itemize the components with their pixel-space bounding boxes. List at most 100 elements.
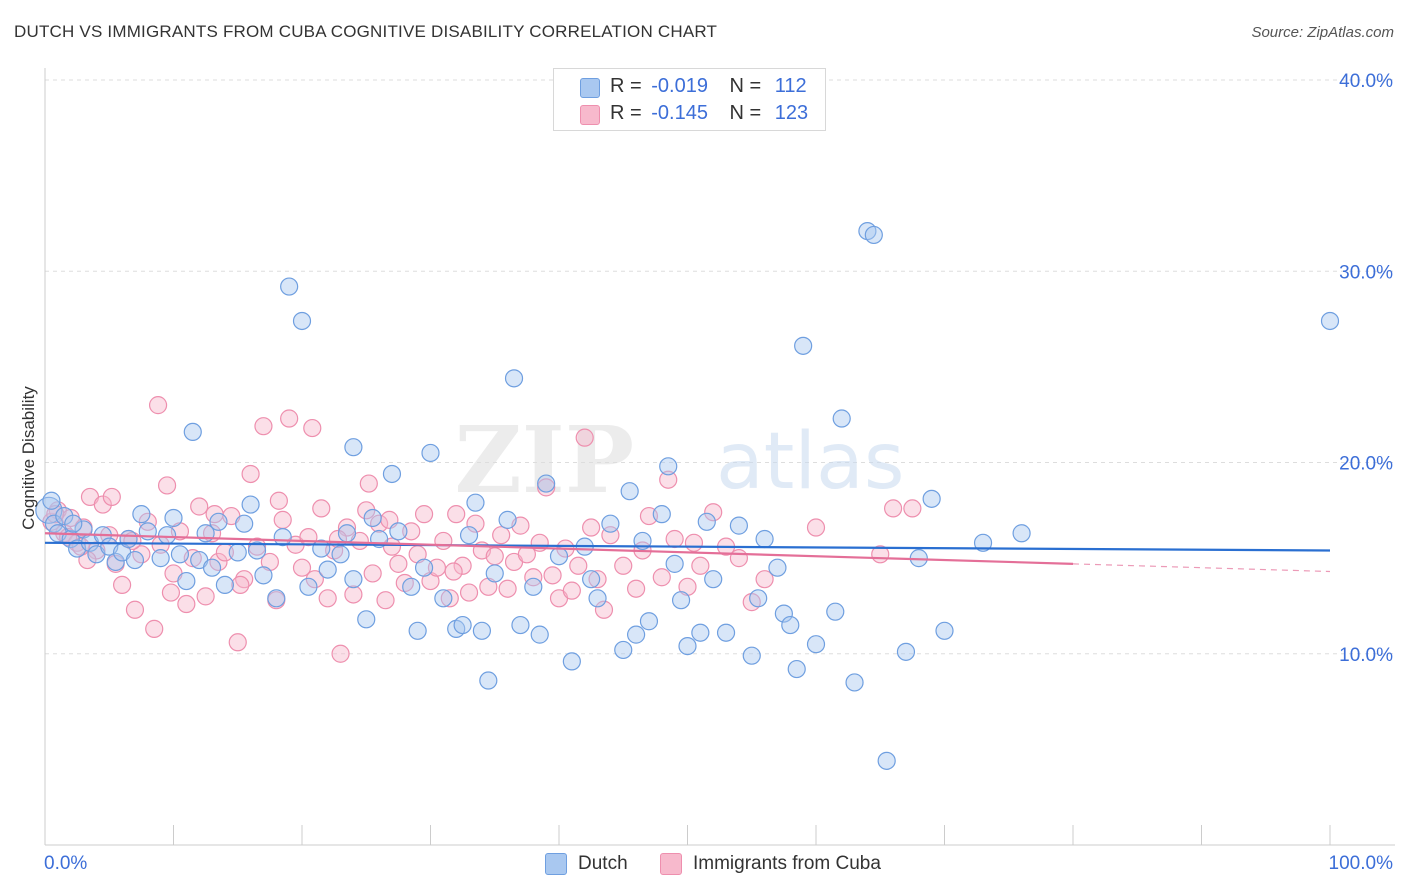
cuba-point (459, 583, 479, 602)
cuba-point (447, 505, 466, 524)
legend-cuba-r: -0.145 (651, 102, 708, 124)
dutch-point (582, 570, 601, 589)
dutch-point (408, 621, 427, 640)
cuba-point (466, 514, 485, 533)
dutch-point (826, 602, 845, 621)
dutch-point (549, 547, 569, 566)
dutch-point (485, 564, 504, 583)
correlation-legend: R = -0.019 N = 112 R = -0.145 N = 123 (553, 68, 826, 131)
cuba-point (328, 529, 348, 549)
cuba-point (292, 558, 312, 577)
dutch-point (588, 589, 607, 608)
dutch-point (292, 311, 312, 331)
dutch-point (922, 489, 941, 508)
cuba-point (524, 568, 543, 587)
dutch-point (209, 512, 228, 531)
dutch-point (742, 646, 761, 665)
cuba-point (569, 556, 588, 575)
dutch-point (832, 409, 851, 428)
y-tick-label: 10.0% (1339, 645, 1393, 666)
grid-lines (45, 79, 1395, 655)
cuba-point (402, 522, 421, 541)
cuba-point (440, 589, 459, 608)
cuba-point (177, 594, 196, 614)
cuba-point (161, 583, 181, 602)
dutch-point (626, 625, 646, 644)
legend-n-label: N = (729, 75, 762, 97)
dutch-point (749, 589, 768, 608)
cuba-point (102, 487, 121, 507)
cuba-point (112, 575, 132, 595)
dutch-point (357, 610, 376, 629)
dutch-point (639, 612, 659, 631)
cuba-point (303, 418, 322, 438)
chart-title: DUTCH VS IMMIGRANTS FROM CUBA COGNITIVE … (14, 22, 718, 41)
dutch-point (472, 621, 491, 640)
cuba-point (588, 570, 607, 589)
dutch-point (729, 516, 749, 535)
bottom-legend-swatch-dutch (545, 853, 567, 875)
cuba-point (806, 518, 826, 537)
dutch-point (42, 491, 61, 510)
dutch-point (466, 493, 485, 512)
watermark-atlas: atlas (716, 417, 905, 507)
cuba-point (148, 396, 168, 415)
legend-dutch-n: 112 (774, 75, 807, 97)
trend-lines (44, 532, 1331, 573)
dutch-point (620, 482, 639, 501)
dutch-point (202, 558, 222, 577)
legend-swatch-dutch (580, 78, 600, 98)
dutch-point (896, 642, 916, 661)
cuba-point (704, 503, 723, 522)
cuba-point (190, 497, 209, 516)
dutch-point (228, 543, 247, 562)
dutch-point (530, 625, 549, 644)
cuba-point (562, 581, 581, 600)
source-label: Source: ZipAtlas.com (1251, 24, 1394, 41)
cuba-point (652, 568, 671, 587)
dutch-point (273, 527, 292, 547)
x-tick-label: 0.0% (44, 853, 87, 874)
cuba-point (444, 562, 463, 581)
cuba-point (453, 556, 472, 575)
cuba-point (903, 499, 922, 518)
dutch-point (344, 438, 363, 457)
cuba-point (614, 556, 633, 575)
dutch-point (704, 570, 723, 589)
dutch-point (614, 640, 633, 660)
dutch-point (665, 554, 684, 573)
cuba-point (359, 474, 378, 493)
bottom-legend-cuba: Immigrants from Cuba (660, 853, 920, 877)
cuba-point (231, 575, 250, 595)
dutch-point (434, 589, 453, 608)
legend-r-label: R = (610, 75, 642, 97)
dutch-point (1012, 524, 1031, 543)
legend-swatch-cuba (580, 105, 600, 125)
dutch-point (267, 589, 286, 608)
dutch-point (659, 457, 678, 476)
dutch-point (389, 522, 408, 541)
dutch-point (633, 531, 652, 551)
cuba-point (755, 570, 774, 589)
dutch-point (382, 464, 402, 484)
dutch-point (479, 671, 498, 690)
dutch-point (132, 505, 151, 524)
dutch-point (64, 514, 83, 533)
axis-labels: 10.0% 20.0% 30.0% 40.0% 0.0% 100.0% (44, 71, 1393, 874)
dutch-point (671, 591, 691, 610)
cuba-point (485, 547, 504, 566)
dutch-point (299, 577, 318, 596)
dutch-point (537, 474, 556, 493)
cuba-point (594, 600, 614, 619)
y-axis-title: Cognitive Disability (19, 386, 38, 530)
dutch-point (755, 529, 774, 549)
cuba-point (684, 533, 704, 552)
x-tick-label: 100.0% (1329, 853, 1394, 874)
cuba-point (434, 531, 453, 551)
cuba-point (537, 478, 556, 497)
dutch-point (716, 623, 736, 642)
dutch-point (151, 549, 170, 568)
dutch-point (337, 524, 357, 543)
dutch-point (691, 623, 710, 642)
